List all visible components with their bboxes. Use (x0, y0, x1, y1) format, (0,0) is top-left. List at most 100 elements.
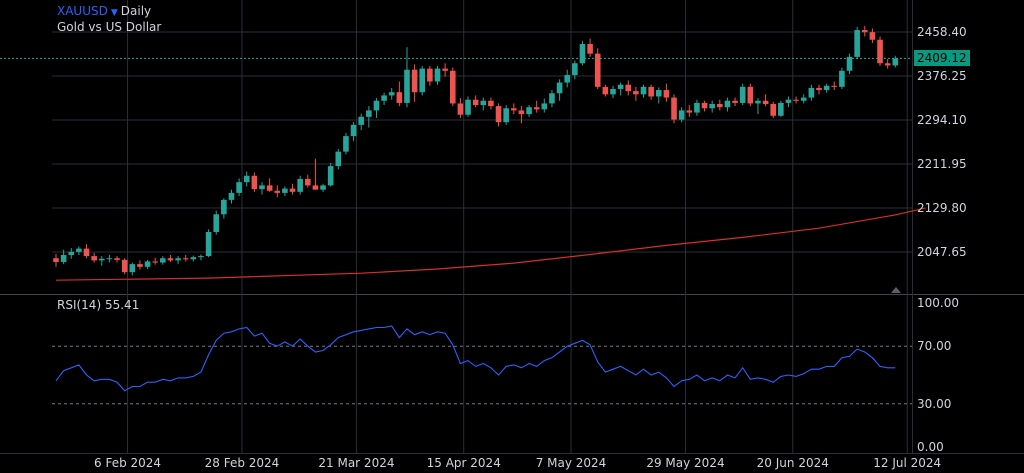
candle (121, 258, 128, 275)
candle-body (778, 102, 784, 116)
candle (572, 60, 578, 80)
candle (747, 83, 754, 107)
candle (831, 81, 838, 91)
candle (53, 253, 59, 267)
candle-body (511, 108, 517, 111)
candle-body (663, 90, 670, 98)
time-tick-label: 29 May 2024 (646, 456, 724, 470)
candle-body (152, 261, 158, 263)
candle (846, 53, 853, 74)
candle (205, 229, 212, 258)
candle (648, 84, 654, 100)
candle (762, 94, 769, 107)
candle-body (755, 100, 761, 104)
candle-body (877, 39, 883, 64)
time-axis[interactable]: 6 Feb 2024 28 Feb 2024 21 Mar 2024 15 Apr 2… (94, 456, 941, 470)
candle-body (785, 99, 792, 103)
time-tick-label: 20 Jun 2024 (757, 456, 829, 470)
candle-body (739, 86, 746, 103)
candle-body (694, 102, 700, 113)
candle (785, 96, 792, 108)
candle-body (274, 190, 281, 193)
candle (717, 99, 723, 111)
candle-body (678, 110, 685, 120)
candle-body (846, 56, 853, 71)
candle-body (633, 91, 639, 95)
candle-body (747, 86, 754, 104)
candle (556, 79, 563, 101)
candle-body (449, 70, 456, 104)
candle (282, 186, 288, 197)
candle (884, 58, 891, 69)
candle-body (518, 110, 525, 115)
candle-body (259, 185, 265, 190)
candle-body (282, 188, 288, 193)
price-tick-label: 2376.25 (917, 69, 967, 83)
candle-body (266, 185, 273, 191)
candle (526, 105, 532, 117)
candle (816, 84, 822, 95)
time-tick-label: 28 Feb 2024 (205, 456, 280, 470)
candle-body (587, 43, 593, 54)
candle-body (488, 100, 494, 107)
candle (808, 84, 815, 101)
candle (701, 100, 708, 112)
candle (617, 82, 624, 96)
candle-body (549, 93, 555, 104)
price-tick-label: 2129.80 (917, 201, 967, 215)
interval-label[interactable]: Daily (120, 4, 152, 18)
candle-body (709, 103, 715, 109)
candle-body (312, 185, 319, 190)
candle-body (617, 84, 624, 89)
last-price-badge: 2409.12 (914, 50, 970, 67)
candle-body (68, 251, 75, 256)
candle-body (610, 88, 616, 95)
candle (671, 94, 677, 124)
candle (472, 95, 479, 108)
candle-body (243, 175, 250, 183)
symbol-name[interactable]: XAUUSD (57, 4, 108, 18)
candle-body (419, 68, 426, 93)
candle (411, 64, 418, 102)
candle (503, 105, 509, 125)
candlestick-series[interactable] (0, 25, 912, 293)
candle-body (732, 100, 738, 103)
candle-body (625, 84, 632, 92)
candle-body (572, 63, 578, 76)
time-tick-label: 21 Mar 2024 (318, 456, 394, 470)
candle (266, 178, 273, 192)
candle-body (648, 86, 654, 97)
candle-body (770, 103, 777, 116)
candle-body (564, 75, 571, 83)
candle (625, 80, 632, 96)
rsi-panel[interactable] (52, 325, 912, 405)
candle-body (350, 124, 357, 137)
candle-body (717, 103, 723, 108)
time-tick-label: 15 Apr 2024 (427, 456, 501, 470)
candle (144, 259, 151, 269)
candle-body (434, 68, 441, 82)
candle (350, 122, 357, 141)
candle-body (213, 214, 220, 232)
candle (129, 262, 136, 276)
candle-body (495, 106, 502, 123)
price-axis[interactable]: 2047.65 2129.80 2211.95 2294.10 2376.25 2458.… (917, 25, 967, 454)
candle-body (579, 43, 586, 64)
candle-body (602, 86, 609, 95)
candle (236, 178, 242, 197)
candle (182, 255, 189, 262)
chevron-down-icon[interactable]: ▼ (110, 8, 118, 18)
candle (320, 183, 326, 192)
candle-body (343, 136, 349, 152)
candle-body (106, 258, 113, 260)
candle (358, 113, 364, 131)
candle-body (594, 53, 601, 87)
candle (366, 106, 372, 128)
rsi-tick-label: 30.00 (917, 397, 951, 411)
candle (396, 81, 403, 107)
candle-body (839, 70, 845, 87)
candle-body (388, 92, 395, 96)
rsi-header: RSI(14) 55.41 (57, 298, 139, 313)
candle-body (144, 261, 151, 267)
